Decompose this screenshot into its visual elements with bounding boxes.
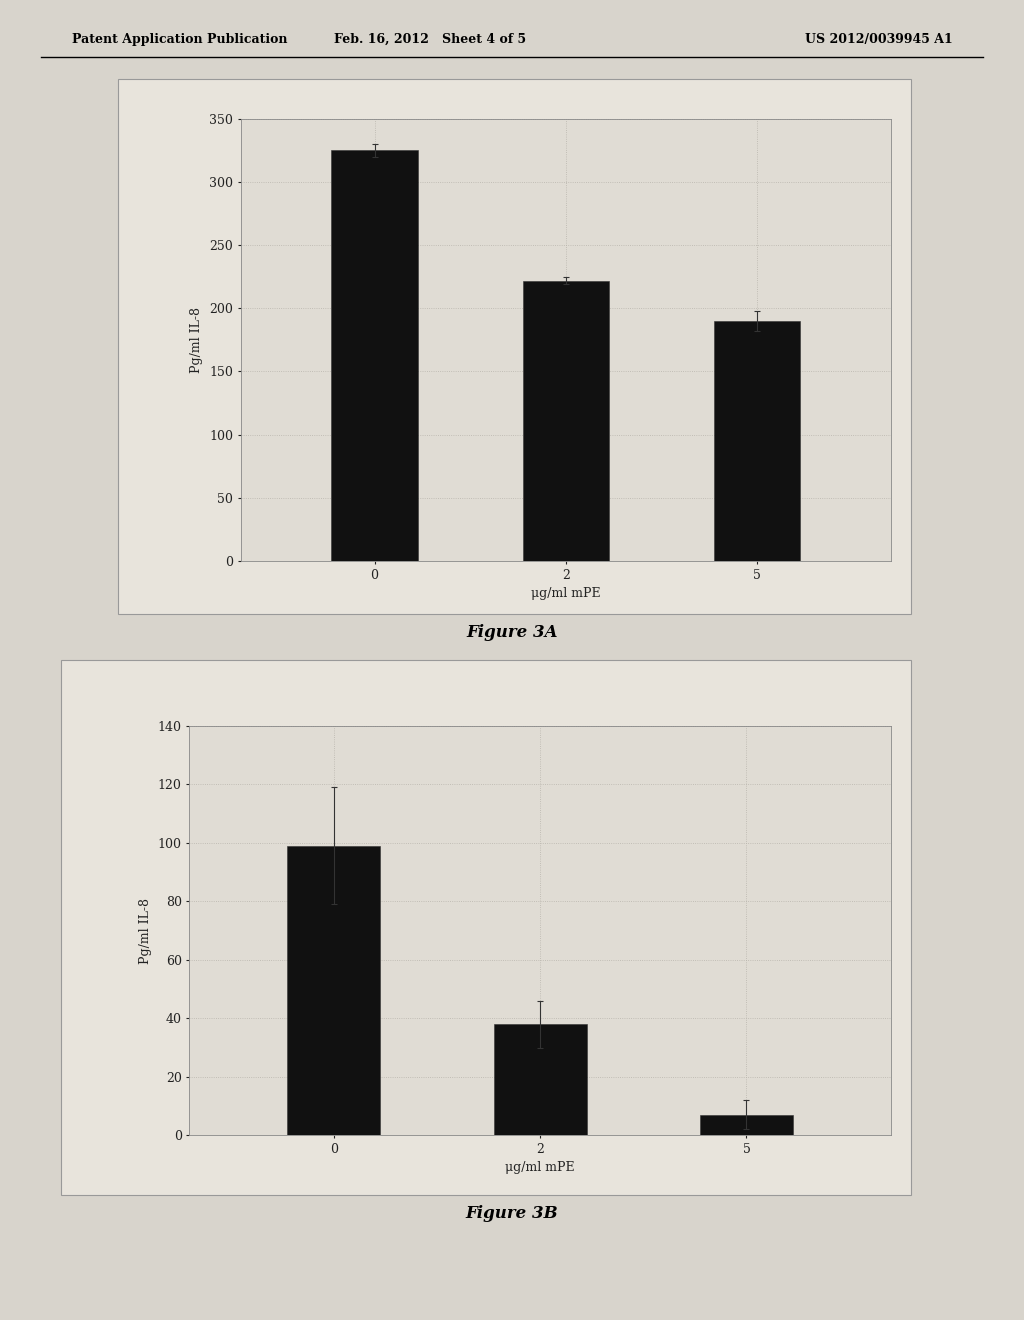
Bar: [714, 321, 800, 561]
Bar: [494, 1024, 587, 1135]
Y-axis label: Pg/ml IL-8: Pg/ml IL-8: [139, 898, 153, 964]
Text: Patent Application Publication: Patent Application Publication: [72, 33, 287, 46]
Bar: [288, 846, 380, 1135]
Y-axis label: Pg/ml IL-8: Pg/ml IL-8: [190, 308, 204, 374]
Text: Figure 3A: Figure 3A: [466, 624, 558, 642]
Text: US 2012/0039945 A1: US 2012/0039945 A1: [805, 33, 952, 46]
Text: Feb. 16, 2012   Sheet 4 of 5: Feb. 16, 2012 Sheet 4 of 5: [334, 33, 526, 46]
Text: Figure 3B: Figure 3B: [466, 1205, 558, 1222]
X-axis label: μg/ml mPE: μg/ml mPE: [531, 587, 600, 601]
X-axis label: μg/ml mPE: μg/ml mPE: [506, 1162, 574, 1175]
Bar: [700, 1114, 793, 1135]
Bar: [332, 150, 418, 561]
Bar: [522, 281, 609, 561]
